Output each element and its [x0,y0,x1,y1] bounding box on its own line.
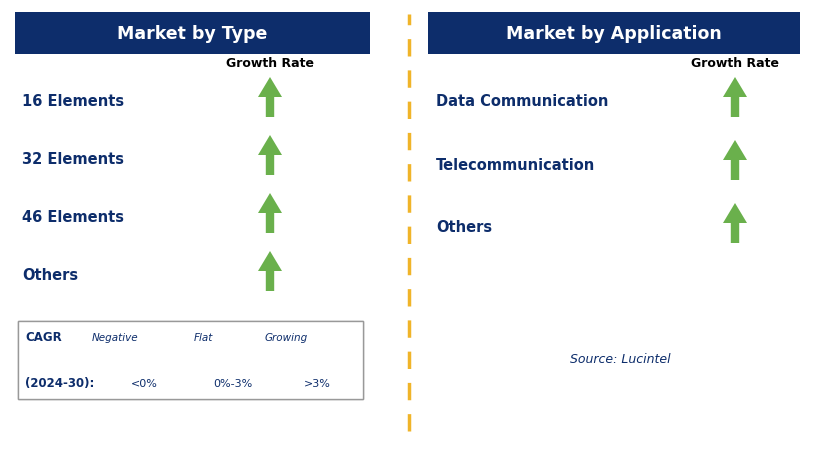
Polygon shape [258,194,282,234]
Polygon shape [723,141,747,180]
Text: >3%: >3% [303,382,330,392]
Text: Negative: Negative [92,332,138,342]
Text: (2024-30):: (2024-30): [25,377,94,390]
Text: Others: Others [22,268,79,283]
Polygon shape [109,354,127,380]
Polygon shape [723,203,747,243]
Polygon shape [112,350,128,374]
Text: Source: Lucintel: Source: Lucintel [569,353,670,366]
FancyBboxPatch shape [428,13,800,55]
Text: 32 Elements: 32 Elements [22,152,124,167]
FancyBboxPatch shape [18,321,363,399]
Polygon shape [723,78,747,118]
Polygon shape [301,348,317,372]
Text: Market by Application: Market by Application [506,25,721,43]
FancyBboxPatch shape [18,321,363,399]
Text: CAGR: CAGR [43,338,80,351]
Text: Growing: Growing [264,332,308,342]
Polygon shape [197,358,227,375]
Polygon shape [307,356,325,384]
Text: Growing: Growing [273,333,319,343]
Text: <0%: <0% [131,378,158,388]
Polygon shape [208,354,236,370]
Text: 16 Elements: 16 Elements [22,94,124,109]
Text: Flat: Flat [193,332,213,342]
Text: 0%-3%: 0%-3% [213,378,252,388]
Polygon shape [258,252,282,291]
Text: Flat: Flat [192,333,213,343]
Text: 46 Elements: 46 Elements [22,210,124,225]
Text: Telecommunication: Telecommunication [436,157,596,172]
Polygon shape [258,78,282,118]
Text: Growth Rate: Growth Rate [691,57,779,70]
Text: Others: Others [436,220,492,235]
Text: Data Communication: Data Communication [436,94,609,109]
Text: Market by Type: Market by Type [117,25,267,43]
Text: <0%: <0% [132,379,159,389]
Text: Growth Rate: Growth Rate [226,57,314,70]
Text: >3%: >3% [304,378,330,388]
Text: Negative: Negative [93,333,143,343]
Text: (2024-30):: (2024-30): [27,368,97,381]
Polygon shape [258,136,282,176]
FancyBboxPatch shape [15,13,370,55]
Text: CAGR: CAGR [25,331,61,344]
Text: 0%-3%: 0%-3% [209,379,248,389]
